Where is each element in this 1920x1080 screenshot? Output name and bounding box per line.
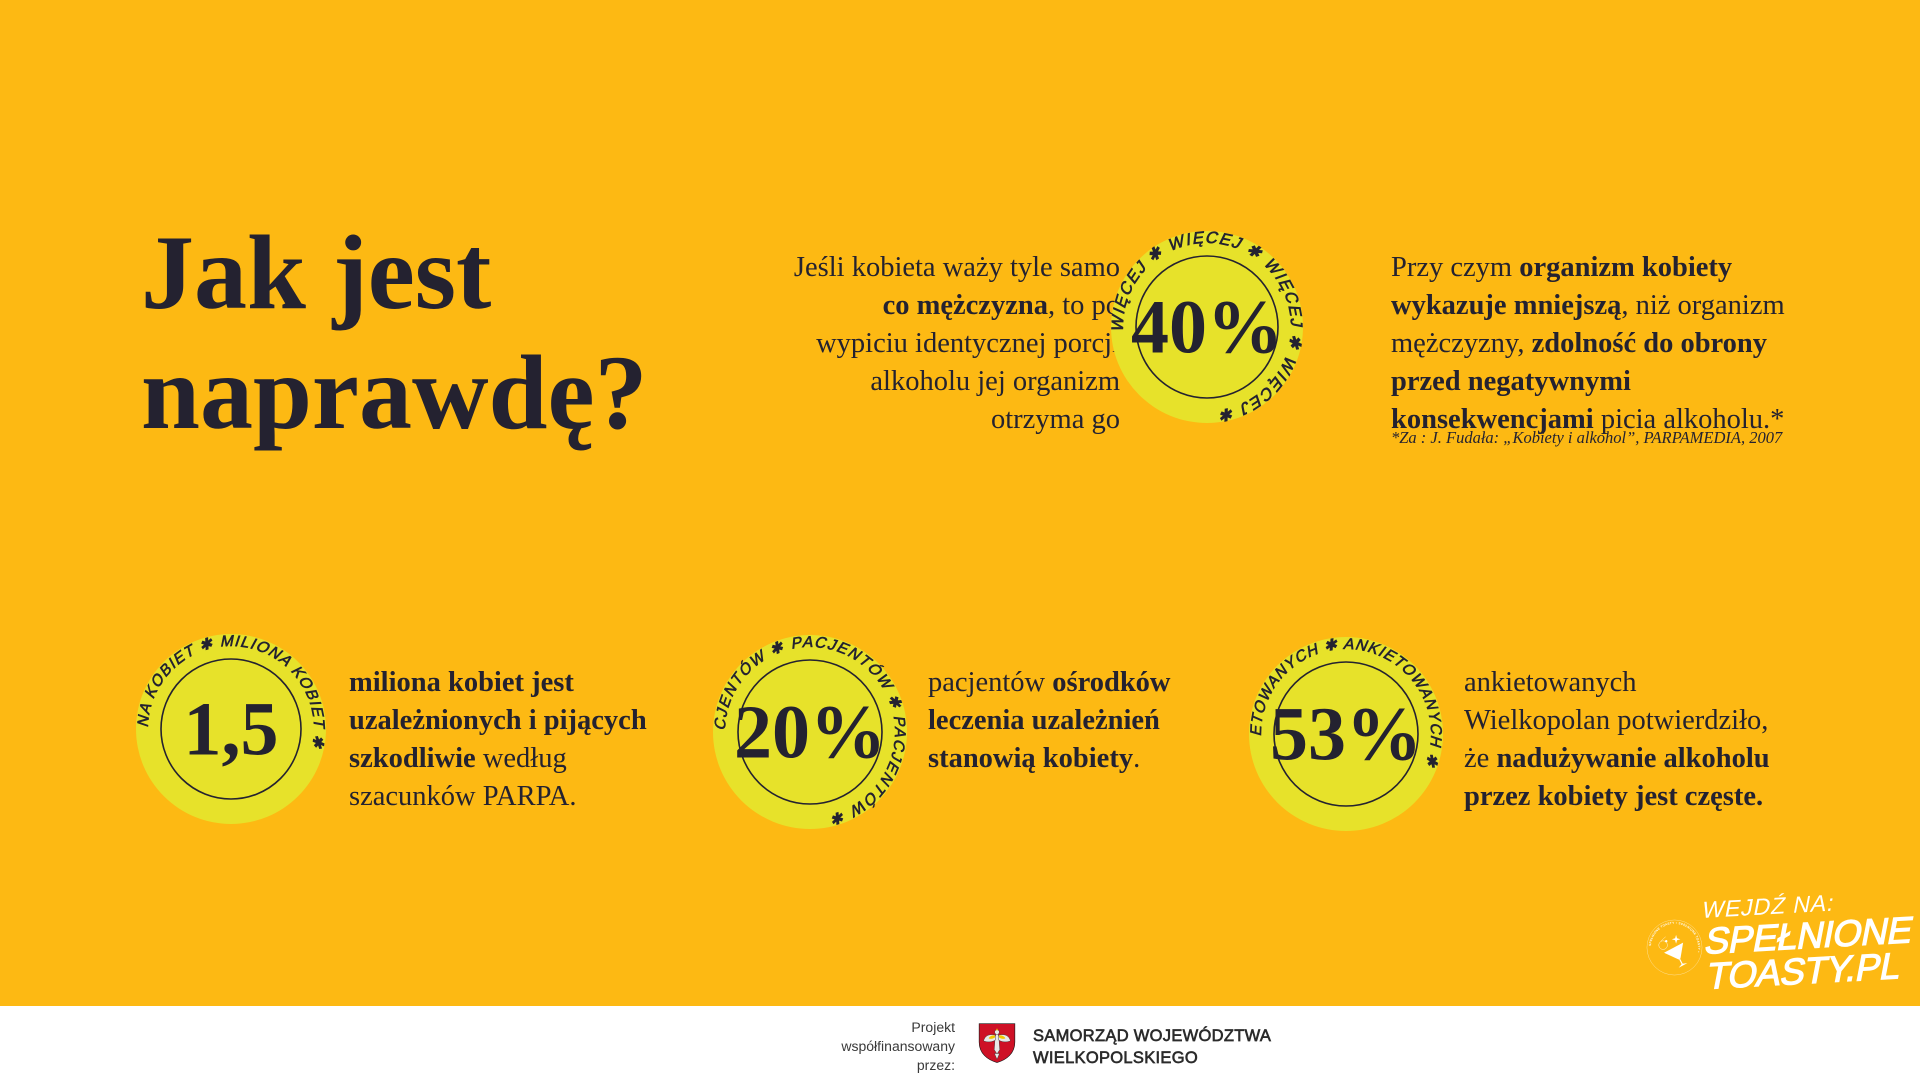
svg-text:1,5: 1,5 xyxy=(184,687,279,771)
svg-text:53%: 53% xyxy=(1270,692,1422,776)
svg-text:20%: 20% xyxy=(734,690,886,774)
svg-text:40%: 40% xyxy=(1131,285,1283,369)
svg-text:MILIONA KOBIET ✱ MILIONA KOBIE: MILIONA KOBIET ✱ MILIONA KOBIET ✱ xyxy=(0,0,327,751)
